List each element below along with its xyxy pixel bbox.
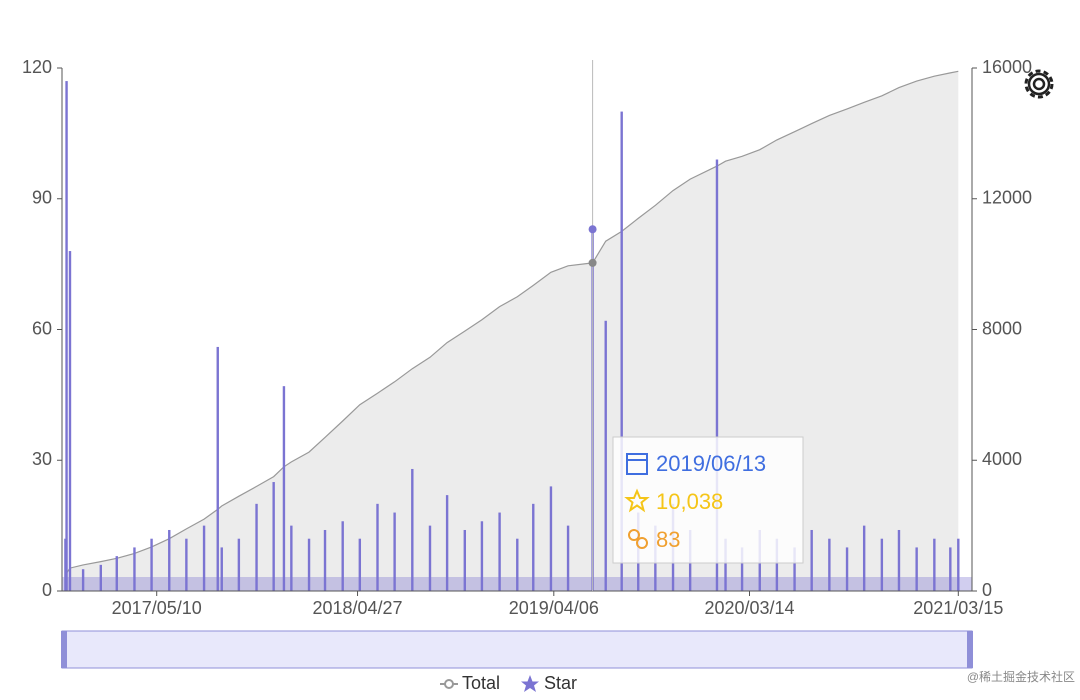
star-bar: [498, 512, 501, 591]
x-tick-label: 2020/03/14: [704, 598, 794, 618]
star-bar: [307, 538, 311, 591]
star-bar: [411, 468, 414, 591]
y2-tick-label: 12000: [982, 188, 1032, 208]
star-bar: [428, 525, 432, 591]
star-bar: [604, 320, 607, 591]
legend-label[interactable]: Total: [462, 673, 500, 693]
star-bar: [620, 111, 623, 591]
star-bar: [480, 521, 484, 591]
y2-tick-label: 16000: [982, 57, 1032, 77]
zoom-handle[interactable]: [61, 631, 67, 668]
star-bar: [68, 251, 72, 592]
legend-icon: [521, 675, 539, 692]
y-tick-label: 30: [32, 449, 52, 469]
y2-tick-label: 4000: [982, 449, 1022, 469]
star-bar: [740, 547, 744, 591]
tooltip-dot: [588, 225, 597, 234]
plot-layer: 0 30 60 90 120 0 4000 8000 12000 16000 2017/05/10 2…: [22, 57, 1032, 618]
tooltip-dot: [588, 258, 597, 267]
star-bar: [220, 547, 223, 591]
star-bar: [897, 529, 901, 591]
star-bar: [810, 529, 813, 591]
star-bar: [216, 346, 219, 591]
star-bar: [255, 503, 258, 591]
star-bar: [880, 538, 884, 591]
star-bar: [828, 538, 831, 591]
data-zoom[interactable]: [61, 630, 973, 669]
star-count-icon: [636, 537, 648, 549]
tooltip-total: 10,038: [656, 489, 723, 514]
calendar-icon: [626, 453, 648, 475]
y2-tick-label: 8000: [982, 318, 1022, 338]
star-bar: [957, 538, 960, 591]
x-tick-label: 2019/04/06: [509, 598, 599, 618]
star-bar: [724, 538, 727, 591]
x-tick-label: 2018/04/27: [312, 598, 402, 618]
tooltip-star: 83: [656, 527, 680, 552]
star-bar: [341, 521, 344, 591]
x-tick-label: 2021/03/15: [913, 598, 1003, 618]
star-bar: [715, 159, 719, 591]
star-bar: [133, 547, 136, 591]
star-bar: [516, 538, 519, 591]
legend: Total Star: [440, 673, 577, 693]
star-bar: [376, 503, 379, 591]
star-bar: [282, 386, 286, 591]
star-bar: [566, 525, 570, 591]
zoom-handle[interactable]: [967, 631, 973, 668]
watermark: @稀土掘金技术社区: [967, 669, 1075, 684]
star-bar: [65, 81, 68, 591]
star-bar: [549, 486, 553, 591]
star-bar: [272, 482, 275, 591]
tooltip-date: 2019/06/13: [656, 451, 766, 476]
y-tick-label: 120: [22, 57, 52, 77]
star-bar: [775, 538, 779, 591]
legend-icon: [444, 679, 454, 689]
star-bar: [168, 529, 171, 591]
y-tick-label: 0: [42, 580, 52, 600]
star-bar: [358, 538, 362, 591]
y2-tick-label: 0: [982, 580, 992, 600]
star-bar: [532, 503, 535, 591]
star-bar: [862, 525, 866, 591]
star-bar: [115, 556, 118, 591]
x-tick-label: 2017/05/10: [112, 598, 202, 618]
star-bar: [933, 538, 936, 591]
star-bar: [845, 547, 849, 591]
star-bar: [237, 538, 241, 591]
star-bar: [445, 495, 449, 591]
star-bar: [150, 538, 153, 591]
star-bar: [185, 538, 188, 591]
star-count-icon: [628, 529, 640, 541]
star-bar: [915, 547, 918, 591]
star-bar: [463, 529, 466, 591]
y-tick-label: 60: [32, 318, 52, 338]
star-bar: [793, 547, 796, 591]
star-bar: [393, 512, 396, 591]
star-bar: [290, 525, 293, 591]
legend-label[interactable]: Star: [544, 673, 577, 693]
star-bar: [81, 569, 85, 591]
total-line: [64, 70, 959, 585]
star-bar: [949, 547, 952, 591]
tooltip: 2019/06/13 10,038 83: [612, 436, 804, 564]
total-area: [65, 71, 959, 592]
star-icon: [624, 488, 650, 513]
settings-icon[interactable]: [1024, 69, 1054, 99]
y-tick-label: 90: [32, 188, 52, 208]
star-bar: [323, 529, 327, 591]
star-bar: [99, 564, 102, 591]
star-bar: [202, 525, 206, 591]
